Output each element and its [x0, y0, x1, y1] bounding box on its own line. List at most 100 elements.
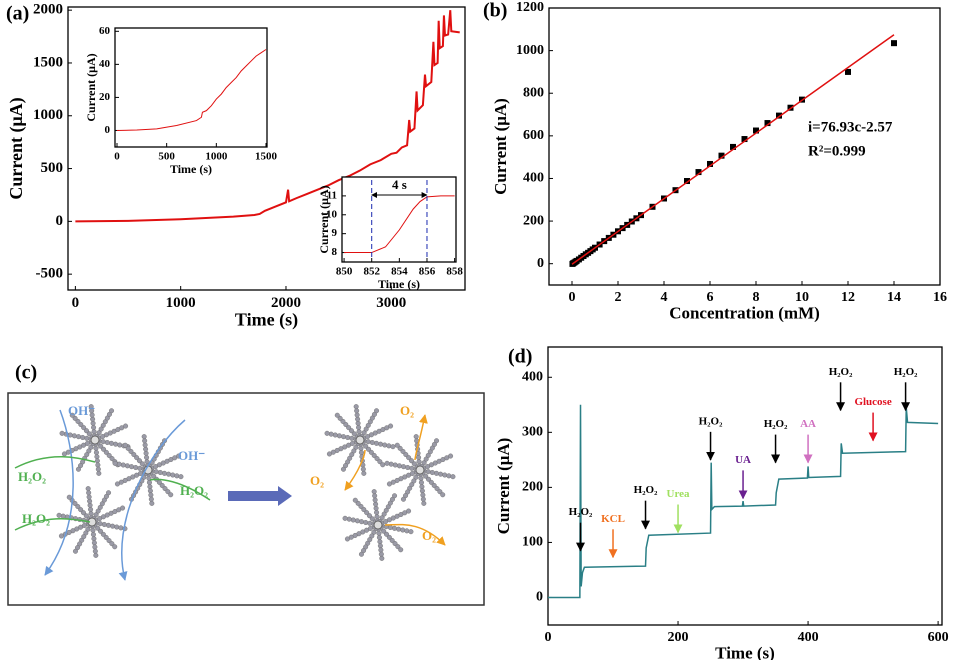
bead	[334, 412, 340, 418]
bead	[379, 555, 385, 561]
x-tick-label: 1000	[205, 150, 228, 162]
bead	[134, 455, 140, 461]
y-tick-label: 200	[522, 480, 543, 495]
panel-label: (d)	[508, 346, 532, 368]
y-tick-label: 1000	[516, 43, 544, 58]
bead	[332, 432, 338, 438]
bead	[337, 415, 343, 421]
species-label: O₂	[400, 403, 414, 418]
x-tick-label: 1000	[166, 295, 196, 311]
bead	[390, 444, 396, 450]
bead	[363, 443, 369, 449]
bead	[168, 492, 174, 498]
bead	[355, 416, 361, 422]
bead	[147, 484, 153, 490]
bead	[409, 465, 415, 471]
x-tick-label: 400	[798, 630, 819, 645]
bead	[374, 456, 380, 462]
species-label: H₂O₂	[180, 483, 208, 498]
bead	[373, 501, 379, 507]
species-label: H₂O₂	[18, 469, 46, 484]
bead	[411, 461, 417, 467]
bead	[92, 544, 98, 550]
bead	[100, 439, 106, 445]
bead	[374, 514, 380, 520]
annotation: R²=0.999	[808, 143, 866, 159]
bead	[400, 448, 406, 454]
bead	[75, 418, 81, 424]
bead	[95, 525, 101, 531]
bead	[105, 522, 111, 528]
annotation-label: AA	[800, 418, 816, 430]
bead	[136, 458, 142, 464]
x-tick-label: 10	[795, 290, 809, 305]
bead	[419, 488, 425, 494]
bead	[133, 464, 139, 470]
bead	[354, 408, 360, 414]
bead	[384, 531, 390, 537]
bead	[359, 519, 365, 525]
bead	[142, 438, 148, 444]
bead	[450, 474, 456, 480]
bead	[131, 452, 137, 458]
bead	[93, 552, 99, 558]
bead	[341, 434, 347, 440]
bead	[328, 431, 334, 437]
panel-label: (c)	[15, 362, 37, 384]
line	[548, 404, 939, 599]
y-tick-label: 0	[536, 590, 543, 605]
bead	[166, 471, 172, 477]
bead	[75, 504, 81, 510]
bead	[97, 521, 103, 527]
bead	[161, 470, 167, 476]
y-tick-label: 400	[523, 171, 544, 186]
bead	[60, 513, 66, 519]
bead	[367, 520, 373, 526]
bead	[388, 461, 394, 467]
point	[741, 136, 748, 143]
bead	[128, 448, 134, 454]
bead	[369, 440, 375, 446]
bead	[377, 459, 383, 465]
bead	[174, 473, 180, 479]
bead	[349, 435, 355, 441]
y-tick-label: 1500	[33, 54, 63, 70]
bead	[144, 454, 150, 460]
bead	[92, 548, 98, 554]
annotation-label: UA	[735, 454, 751, 466]
point	[845, 68, 851, 75]
bead	[446, 473, 452, 479]
bead	[408, 529, 414, 535]
bead	[88, 404, 94, 410]
bead	[360, 466, 366, 472]
x-tick-label: 858	[446, 265, 463, 277]
bead	[104, 440, 110, 446]
point	[695, 169, 702, 176]
bead	[106, 538, 112, 544]
y-axis-title: Current (μA)	[494, 438, 513, 535]
bead	[83, 513, 89, 519]
bead	[109, 541, 115, 547]
bead	[351, 431, 357, 437]
y-tick-label: 11	[327, 189, 337, 201]
bead	[377, 543, 383, 549]
annotation-label: H₂O₂	[829, 366, 853, 378]
bead	[387, 525, 393, 531]
plot-frame	[548, 7, 941, 286]
x-tick-label: 8	[753, 290, 760, 305]
y-tick-label: -500	[36, 266, 64, 282]
bead	[416, 454, 422, 460]
bead	[372, 493, 378, 499]
bead	[358, 450, 364, 456]
bead	[438, 471, 444, 477]
bead	[88, 506, 94, 512]
bead	[340, 466, 346, 472]
point	[776, 112, 782, 119]
bead	[448, 453, 454, 459]
bead	[396, 526, 402, 532]
bead	[148, 492, 154, 498]
bead	[162, 486, 168, 492]
bead	[423, 473, 429, 479]
